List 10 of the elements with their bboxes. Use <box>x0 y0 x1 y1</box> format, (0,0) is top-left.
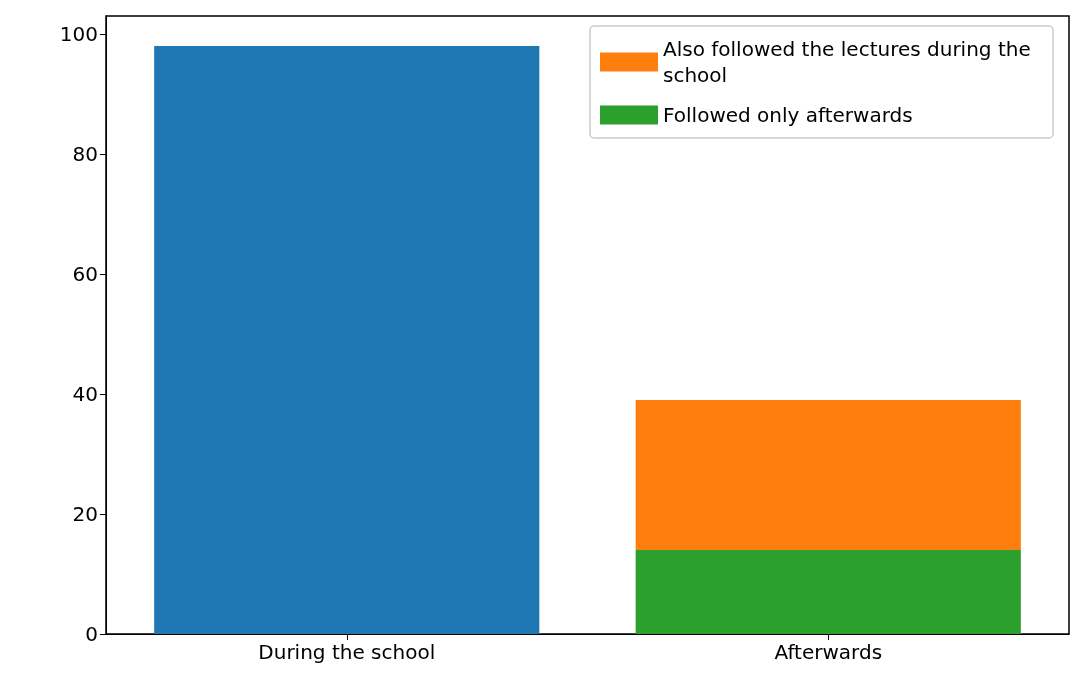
y-tick-label: 20 <box>72 502 98 526</box>
y-tick-label: 60 <box>72 262 98 286</box>
legend-label: Also followed the lectures during the school <box>663 37 1038 87</box>
x-tick-label: Afterwards <box>774 640 883 664</box>
x-tick-label: During the school <box>258 640 436 664</box>
y-tick-label: 80 <box>72 142 98 166</box>
y-tick-label: 40 <box>72 382 98 406</box>
y-tick-label: 0 <box>85 622 98 646</box>
legend-label: Followed only afterwards <box>663 103 913 127</box>
y-tick-label: 100 <box>59 22 98 46</box>
